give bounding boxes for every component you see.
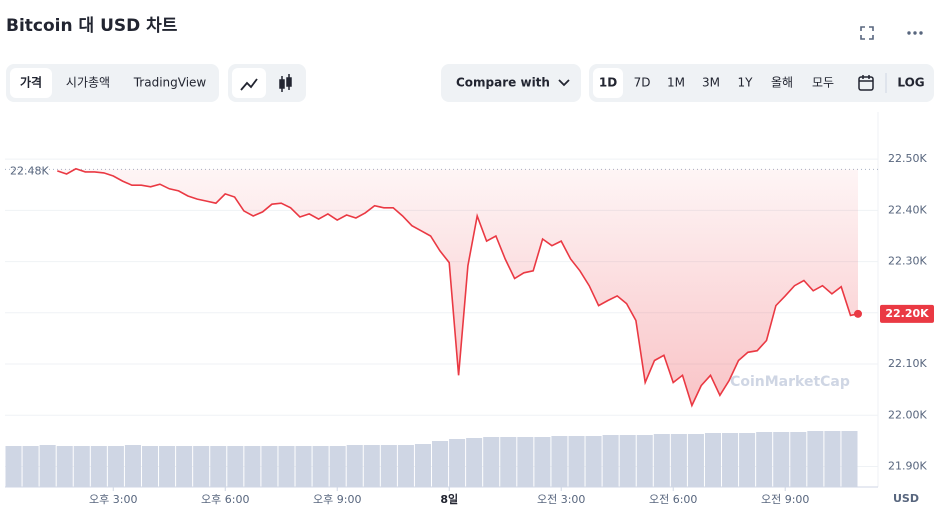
volume-bar xyxy=(500,437,517,487)
y-tick-label: 22.00K xyxy=(888,408,927,421)
volume-bar xyxy=(22,446,39,487)
volume-bar xyxy=(159,446,176,487)
tab[interactable]: 가격 xyxy=(20,75,42,90)
area xyxy=(57,168,859,406)
compare-label: Compare with xyxy=(456,76,550,90)
volume-bar xyxy=(534,437,551,487)
volume-bar xyxy=(39,445,56,487)
volume-bar xyxy=(824,431,841,487)
more-icon[interactable] xyxy=(907,31,923,35)
tab-active xyxy=(10,68,52,98)
volume-bar xyxy=(704,433,722,487)
volume-bar xyxy=(312,446,329,487)
watermark: CoinMarketCap xyxy=(730,374,850,390)
volume-bar xyxy=(756,432,773,487)
volume-bar xyxy=(244,446,261,487)
volume-bar xyxy=(329,446,346,487)
volume-bar xyxy=(124,445,141,487)
range-group xyxy=(589,64,934,102)
range-button[interactable]: 모두 xyxy=(812,76,834,90)
volume-bar xyxy=(278,446,295,487)
volume-bar xyxy=(449,439,466,487)
x-tick-label: 오전 9:00 xyxy=(761,493,809,506)
volume-bar xyxy=(602,435,619,487)
volume-bar xyxy=(739,433,756,487)
volume-bar xyxy=(483,437,500,487)
volume-bar xyxy=(346,445,363,487)
volume-bar xyxy=(722,433,739,487)
x-tick-label: 오후 9:00 xyxy=(313,493,361,506)
volume-bar xyxy=(414,444,431,487)
volume-bar xyxy=(397,445,414,487)
volume-bar xyxy=(295,446,312,487)
volume-bar xyxy=(380,445,397,487)
volume-bar xyxy=(107,446,124,487)
expand-icon[interactable] xyxy=(860,26,874,40)
y-tick-label: 22.30K xyxy=(888,255,927,268)
volume-bar xyxy=(210,446,227,487)
volume-bar xyxy=(551,436,568,487)
x-tick-label: 오후 3:00 xyxy=(89,493,137,506)
volume-bar xyxy=(653,434,670,487)
title: Bitcoin 대 USD 차트 xyxy=(6,16,178,36)
volume-bar xyxy=(517,437,534,487)
volume-bar xyxy=(568,436,585,487)
volume-bar xyxy=(636,435,653,487)
volume-bar xyxy=(261,446,278,487)
volume-bar xyxy=(687,434,704,487)
volume-bar xyxy=(227,446,244,487)
volume-bar xyxy=(790,432,807,487)
y-tick-label: 21.90K xyxy=(888,460,927,473)
volume-bar xyxy=(432,441,449,487)
x-tick-label: 오후 6:00 xyxy=(201,493,249,506)
range-button[interactable]: 올해 xyxy=(771,76,793,90)
current-tag xyxy=(880,304,934,323)
volume-bar xyxy=(73,446,90,487)
range-active xyxy=(593,68,623,98)
volume-bar xyxy=(585,436,602,487)
volume-bar xyxy=(141,446,159,487)
range-button[interactable]: 1D xyxy=(599,76,617,90)
volume-bar xyxy=(176,446,193,487)
volume-bar xyxy=(841,431,858,487)
x-tick-label: 오전 3:00 xyxy=(537,493,585,506)
volume-bar xyxy=(90,446,107,487)
range-button[interactable]: 7D xyxy=(634,76,651,90)
log-button[interactable]: LOG xyxy=(897,76,924,90)
current-label: 22.20K xyxy=(885,307,929,320)
volume-bar xyxy=(619,435,636,487)
tab[interactable]: TradingView xyxy=(133,76,207,90)
x-tick-label: 오전 6:00 xyxy=(649,493,697,506)
volume-bar xyxy=(193,446,210,487)
y-tick-label: 22.40K xyxy=(888,203,927,216)
x-tick-label: 8일 xyxy=(440,492,458,506)
volume-bar xyxy=(670,434,687,487)
volume-bar xyxy=(466,438,483,487)
range-button[interactable]: 1Y xyxy=(738,76,754,90)
compare-button[interactable] xyxy=(441,64,581,102)
volume-bar xyxy=(773,432,790,487)
y-tick-label: 22.10K xyxy=(888,357,927,370)
y-unit: USD xyxy=(893,492,919,505)
chevron xyxy=(558,79,570,87)
volume-bar xyxy=(5,446,22,487)
price-line xyxy=(57,167,859,408)
line-button[interactable] xyxy=(232,68,266,98)
range-button[interactable]: 3M xyxy=(702,76,720,90)
tab-group xyxy=(6,64,219,102)
volume-bar xyxy=(56,446,73,487)
volume-bar xyxy=(807,431,824,487)
last-point xyxy=(854,309,862,318)
line-icon xyxy=(240,78,258,91)
tab[interactable]: 시가총액 xyxy=(66,76,110,90)
y-tick-label: 22.50K xyxy=(888,152,927,165)
reference-label: 22.48K xyxy=(10,164,49,177)
calendar-icon[interactable] xyxy=(858,75,874,91)
candle-icon[interactable] xyxy=(279,74,292,92)
volume-bar xyxy=(363,445,380,487)
range-button[interactable]: 1M xyxy=(667,76,685,90)
